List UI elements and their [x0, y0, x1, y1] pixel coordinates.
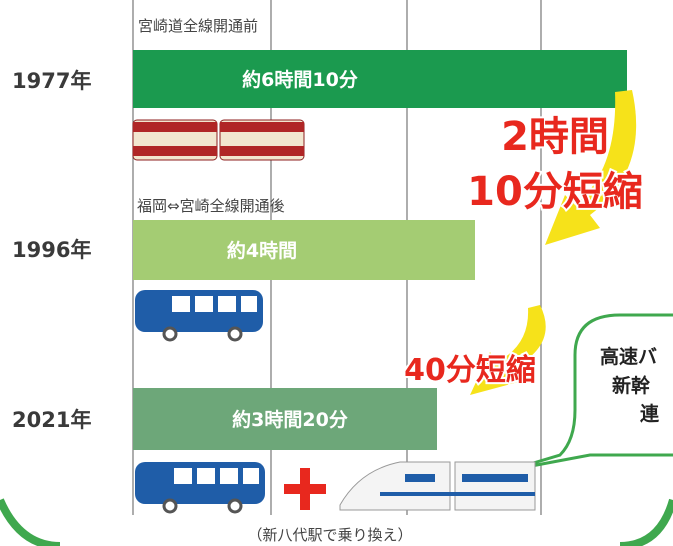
year: 1996年: [12, 238, 91, 262]
saving: 10分短縮: [467, 169, 643, 215]
bubble-text: 連: [640, 402, 660, 425]
bar-1977: [133, 50, 627, 108]
bubble-text: 高速バ: [600, 345, 657, 368]
year: 1977年: [12, 69, 91, 93]
year: 2021年: [12, 408, 91, 432]
saving: 2時間: [501, 114, 609, 160]
note: 福岡⇔宮崎全線開通後: [137, 197, 285, 215]
saving: 40分短縮: [404, 353, 536, 388]
time: 約4時間: [227, 239, 297, 262]
train-icon: [133, 120, 304, 160]
time: 約6時間10分: [242, 68, 358, 91]
bar-1996: [133, 220, 475, 280]
infographic: 宮崎道全線開通前 福岡⇔宮崎全線開通後 （新八代駅で乗り換え） 1977年 19…: [0, 0, 673, 546]
time: 約3時間20分: [232, 408, 348, 431]
note: 宮崎道全線開通前: [138, 17, 258, 35]
plus: [284, 468, 326, 510]
bubble-text: 新幹: [612, 374, 651, 397]
shinkansen-icon: [340, 462, 535, 510]
note: （新八代駅で乗り換え）: [247, 526, 412, 544]
